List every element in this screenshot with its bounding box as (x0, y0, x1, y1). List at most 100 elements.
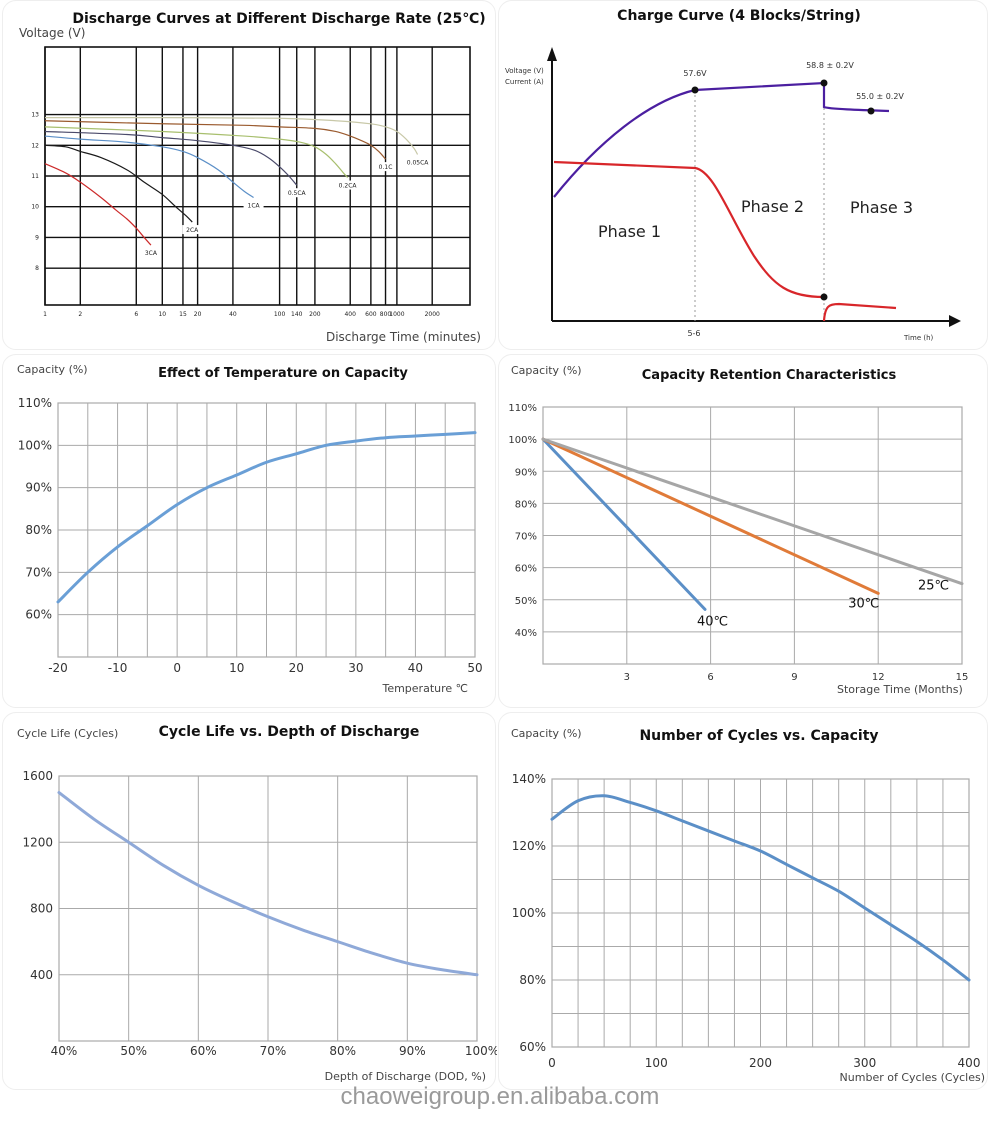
curve-marker (867, 107, 875, 115)
y-tick-label: 110% (18, 396, 52, 410)
y-tick-label: 800 (30, 902, 53, 916)
series-label: 40℃ (697, 614, 728, 629)
x-tick-label: 50 (467, 661, 482, 675)
y-tick-label: 12 (31, 142, 39, 149)
annotation-57-6v: 57.6V (683, 69, 707, 78)
x-tick-label: 10 (229, 661, 244, 675)
phase-3-label: Phase 3 (850, 198, 913, 217)
x-tick-label: 800 (380, 311, 392, 318)
y-axis-arrow-icon (547, 47, 557, 61)
x-tick-label: 50% (120, 1044, 147, 1058)
series-line-1CA (44, 135, 254, 199)
chart-title: Charge Curve (4 Blocks/String) (617, 8, 861, 24)
x-tick-label: 300 (853, 1056, 876, 1070)
x-tick-label: 400 (958, 1056, 981, 1070)
plot-frame (542, 406, 963, 665)
y-axis-label: Cycle Life (Cycles) (17, 727, 118, 740)
plot-frame (58, 775, 478, 1042)
y-tick-label: 40% (515, 628, 537, 639)
x-tick-label: 3 (624, 672, 630, 683)
x-axis-label: Temperature ℃ (381, 682, 468, 695)
series-line (541, 437, 880, 595)
y-tick-label: 60% (519, 1040, 546, 1054)
plot-frame (551, 778, 970, 1048)
series-label: 0.05CA (407, 160, 430, 167)
x-tick-label: -10 (108, 661, 128, 675)
x-tick-label: 0 (548, 1056, 556, 1070)
y-tick-label: 80% (515, 499, 537, 510)
x-tick-label: 200 (309, 311, 321, 318)
x-tick-label: 200 (749, 1056, 772, 1070)
y-tick-label: 400 (30, 968, 53, 982)
x-tick-label: 2 (78, 311, 82, 318)
series-label-bg (243, 200, 264, 210)
y-tick-label: 70% (25, 565, 52, 579)
y-tick-label: 13 (31, 112, 39, 119)
x-tick-label: 10 (158, 311, 166, 318)
x-axis-label: Number of Cycles (Cycles) (840, 1071, 985, 1084)
y-axis-label-voltage: Voltage (V) (505, 67, 544, 75)
y-tick-label: 60% (25, 608, 52, 622)
phase-1-label: Phase 1 (598, 222, 661, 241)
x-tick-label: 600 (365, 311, 377, 318)
curve-marker (691, 86, 699, 94)
discharge-chart-panel: Discharge Curves at Different Discharge … (2, 0, 496, 350)
cyclelife-chart-panel: Cycle Life (Cycles) Cycle Life vs. Depth… (2, 712, 499, 1090)
chart-title: Effect of Temperature on Capacity (158, 366, 408, 381)
x-tick-label: 6 (134, 311, 138, 318)
y-tick-label: 90% (515, 467, 537, 478)
x-tick-label: 5-6 (687, 329, 700, 338)
watermark: chaoweigroup.en.alibaba.com (340, 1083, 660, 1110)
cycles-chart: Capacity (%) Number of Cycles vs. Capaci… (511, 727, 985, 1084)
x-tick-label: 0 (173, 661, 181, 675)
series-label: 0.2CA (339, 183, 358, 190)
series-label: 3CA (145, 250, 158, 257)
y-axis-label: Capacity (%) (511, 364, 582, 377)
temperature-chart: Capacity (%) Effect of Temperature on Ca… (17, 363, 483, 695)
x-tick-label: 70% (260, 1044, 287, 1058)
x-tick-label: 1 (43, 311, 47, 318)
series-label: 0.5CA (288, 190, 307, 197)
y-axis-label: Capacity (%) (17, 363, 88, 376)
x-tick-label: 15 (179, 311, 187, 318)
charge-chart-panel: Charge Curve (4 Blocks/String) Voltage (… (498, 0, 988, 350)
chart-title: Cycle Life vs. Depth of Discharge (159, 724, 420, 740)
series-label: 0.1C (379, 164, 393, 171)
y-tick-label: 1600 (22, 769, 53, 783)
x-tick-label: 400 (344, 311, 356, 318)
x-tick-label: 100% (465, 1044, 497, 1058)
x-axis-label: Depth of Discharge (DOD, %) (325, 1070, 486, 1083)
x-tick-label: 20 (194, 311, 202, 318)
series-line-0.1C (44, 120, 386, 160)
y-tick-label: 140% (512, 772, 546, 786)
discharge-chart: Discharge Curves at Different Discharge … (19, 11, 486, 344)
series-label: 2CA (186, 227, 199, 234)
series-line-0.5CA (44, 130, 298, 186)
series-label-bg (337, 180, 358, 190)
x-tick-label: 12 (872, 672, 885, 683)
series-label: 30℃ (848, 596, 879, 611)
series-label-bg (182, 225, 203, 235)
x-tick-label: 2000 (425, 311, 440, 318)
series-label-bg (375, 162, 396, 172)
x-tick-label: 40 (229, 311, 237, 318)
series-line-3CA (44, 163, 152, 246)
x-tick-label: 40% (51, 1044, 78, 1058)
y-tick-label: 9 (35, 234, 39, 241)
series-line (57, 791, 479, 977)
x-axis-arrow-icon (949, 315, 961, 327)
series-label-bg (140, 248, 161, 258)
voltage-curve (553, 81, 890, 198)
y-tick-label: 60% (515, 564, 537, 575)
annotation-58-8v: 58.8 ± 0.2V (806, 61, 854, 70)
x-tick-label: 20 (289, 661, 304, 675)
curve-marker (820, 79, 828, 87)
series-line-0.2CA (44, 126, 349, 178)
x-tick-label: 40 (408, 661, 423, 675)
y-tick-label: 80% (25, 523, 52, 537)
curve-marker (820, 293, 828, 301)
y-tick-label: 50% (515, 596, 537, 607)
cycles-chart-panel: Capacity (%) Number of Cycles vs. Capaci… (498, 712, 988, 1090)
series-label: 1CA (248, 203, 261, 210)
series-label-bg (286, 188, 307, 198)
